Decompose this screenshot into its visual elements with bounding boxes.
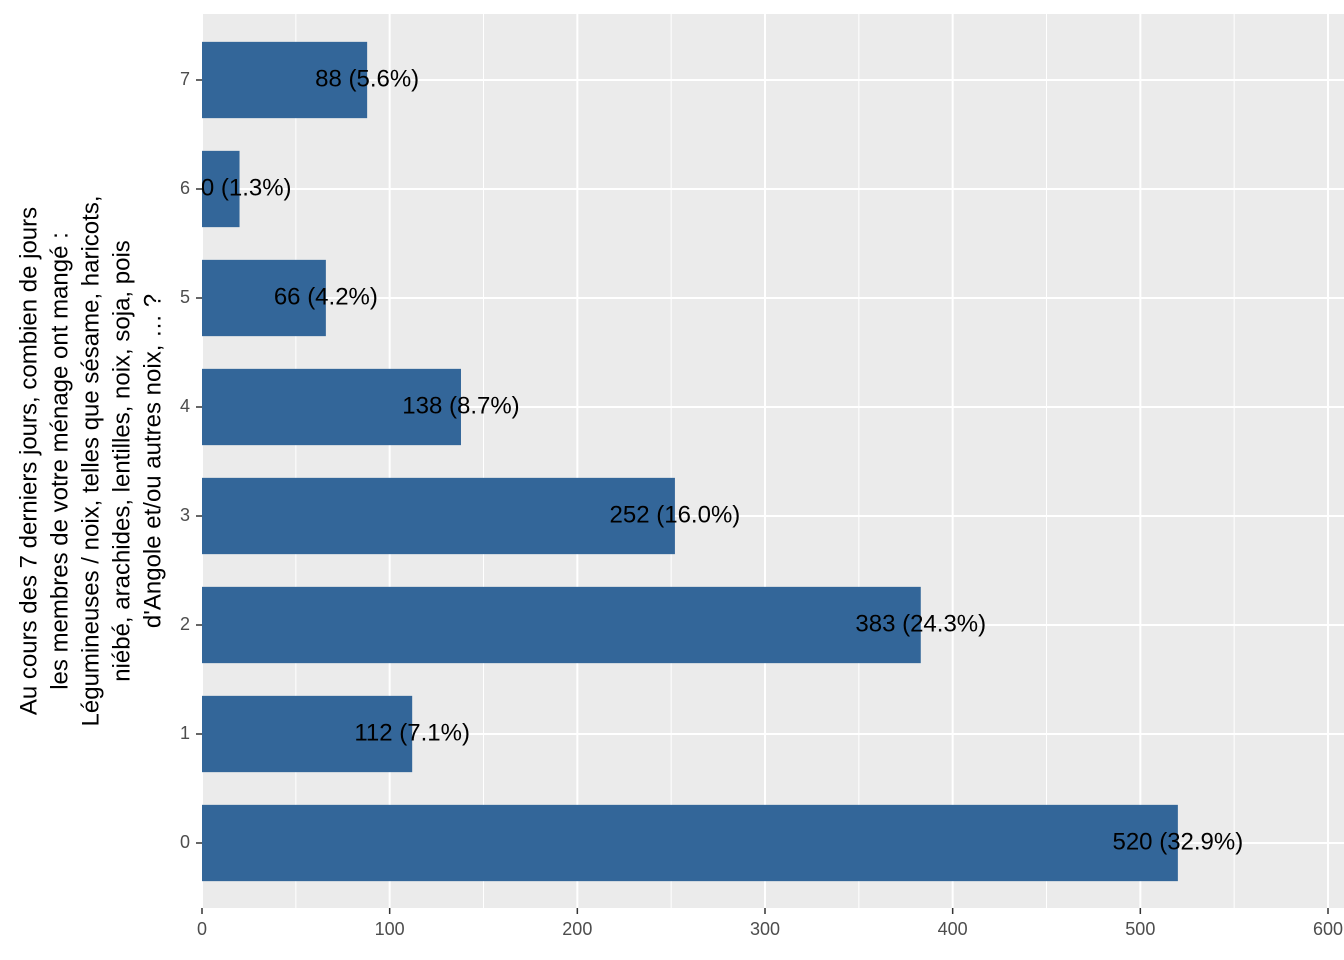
value-label: 252 (16.0%) (610, 501, 741, 528)
value-label: 383 (24.3%) (855, 610, 986, 637)
x-tick-label: 300 (750, 919, 780, 939)
y-tick-label: 4 (180, 396, 190, 416)
bar (202, 695, 413, 773)
value-label: 112 (7.1%) (354, 719, 470, 746)
y-axis-title: Légumineuses / noix, telles que sésame, … (77, 196, 104, 727)
x-tick-label: 400 (938, 919, 968, 939)
bar (202, 368, 461, 446)
panel (202, 14, 1344, 908)
axes: 0 100 200 300 400 500 600 0 1 2 3 4 5 6 7 (180, 69, 1343, 939)
y-tick-label: 7 (180, 69, 190, 89)
x-tick-label: 500 (1125, 919, 1155, 939)
bar (202, 259, 326, 337)
bar (202, 150, 240, 228)
y-axis-title: niébé, arachides, lentilles, noix, soja,… (108, 240, 135, 682)
y-axis-title: d'Angole et/ou autres noix, … ? (139, 294, 166, 628)
x-tick-label: 100 (375, 919, 405, 939)
value-label: 20 (1.3%) (188, 174, 292, 201)
y-tick-label: 1 (180, 723, 190, 743)
value-label: 88 (5.6%) (315, 65, 419, 92)
value-label: 138 (8.7%) (402, 392, 519, 419)
y-tick-label: 0 (180, 832, 190, 852)
y-tick-label: 2 (180, 614, 190, 634)
y-tick-label: 5 (180, 287, 190, 307)
bar (202, 41, 368, 119)
bar (202, 804, 1178, 882)
value-label: 520 (32.9%) (1112, 828, 1243, 855)
y-tick-label: 3 (180, 505, 190, 525)
bar (202, 586, 921, 664)
value-label: 66 (4.2%) (274, 283, 378, 310)
bars (202, 41, 1178, 882)
y-axis-title: Au cours des 7 derniers jours, combien d… (15, 207, 42, 715)
x-tick-label: 200 (562, 919, 592, 939)
x-tick-label: 600 (1313, 919, 1343, 939)
x-tick-label: 0 (197, 919, 207, 939)
y-tick-label: 6 (180, 178, 190, 198)
y-axis-title: les membres de votre ménage ont mangé : (46, 232, 73, 690)
value-labels: 520 (32.9%) 112 (7.1%) 383 (24.3%) 252 (16.… (188, 65, 1243, 855)
bar (202, 477, 675, 555)
